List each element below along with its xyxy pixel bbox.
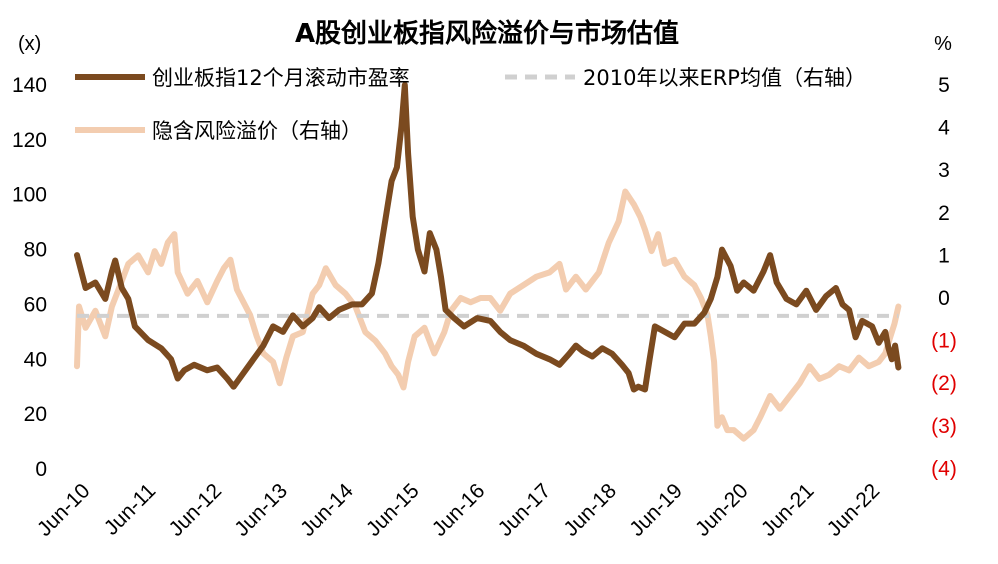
left-tick-label: 100 — [12, 184, 47, 207]
legend-label-erp-average: 2010年以来ERP均值（右轴） — [583, 66, 866, 90]
right-axis-ticks: 5 4 3 2 1 0 (1) (2) (3) (4) — [931, 74, 957, 480]
left-tick-label: 60 — [24, 293, 47, 316]
x-tick-label: Jun-14 — [296, 479, 358, 541]
x-tick-label: Jun-13 — [230, 479, 292, 541]
right-tick-label: 0 — [938, 287, 950, 310]
x-tick-label: Jun-15 — [362, 479, 424, 541]
left-axis-unit: (x) — [18, 33, 41, 55]
left-tick-label: 120 — [12, 129, 47, 152]
x-tick-label: Jun-18 — [559, 479, 621, 541]
right-tick-label: 5 — [938, 74, 950, 97]
left-tick-label: 40 — [24, 348, 47, 371]
right-tick-label: (2) — [931, 372, 957, 395]
x-tick-label: Jun-21 — [757, 479, 819, 541]
left-tick-label: 140 — [12, 74, 47, 97]
plot-area — [74, 82, 902, 442]
legend: 创业板指12个月滚动市盈率 2010年以来ERP均值（右轴） 隐含风险溢价（右轴… — [75, 66, 866, 143]
right-tick-label: (3) — [931, 415, 957, 438]
right-axis-unit: % — [934, 33, 952, 55]
x-tick-label: Jun-17 — [494, 479, 556, 541]
left-axis-ticks: 0 20 40 60 80 100 120 140 — [12, 74, 47, 481]
right-tick-label: 1 — [938, 244, 950, 267]
x-tick-label: Jun-11 — [100, 479, 161, 540]
right-tick-label: (1) — [931, 330, 957, 353]
legend-label-erp: 隐含风险溢价（右轴） — [152, 119, 362, 143]
right-tick-label: 2 — [938, 202, 950, 225]
x-tick-label: Jun-16 — [428, 479, 490, 541]
series-line-pe — [74, 82, 902, 393]
left-tick-label: 20 — [24, 403, 47, 426]
right-tick-label: 3 — [938, 159, 950, 182]
x-tick-label: Jun-10 — [33, 479, 95, 541]
x-tick-label: Jun-22 — [823, 479, 885, 541]
x-tick-label: Jun-19 — [625, 479, 687, 541]
series-line-erp — [74, 188, 902, 442]
right-tick-label: 4 — [938, 117, 950, 140]
left-tick-label: 0 — [35, 458, 47, 481]
legend-label-pe: 创业板指12个月滚动市盈率 — [152, 66, 410, 90]
left-tick-label: 80 — [24, 239, 47, 262]
x-axis-ticks: Jun-10 Jun-11 Jun-12 Jun-13 Jun-14 Jun-15 Jun-… — [33, 479, 884, 541]
chart-title: A股创业板指风险溢价与市场估值 — [295, 18, 679, 49]
x-tick-label: Jun-12 — [165, 479, 227, 541]
x-tick-label: Jun-20 — [691, 479, 753, 541]
right-tick-label: (4) — [931, 457, 957, 480]
